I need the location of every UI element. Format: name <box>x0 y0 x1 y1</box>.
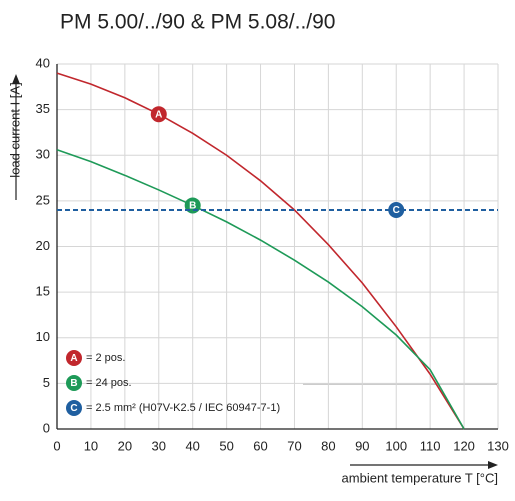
y-tick-label: 5 <box>43 375 50 390</box>
x-tick-label: 90 <box>355 438 369 453</box>
series-line <box>56 149 465 430</box>
x-tick-label: 100 <box>385 438 407 453</box>
x-tick-label: 70 <box>287 438 301 453</box>
y-arrow-head <box>12 74 20 84</box>
x-tick-label: 40 <box>185 438 199 453</box>
x-arrow-head <box>488 461 498 469</box>
x-tick-label: 20 <box>118 438 132 453</box>
x-tick-label: 30 <box>152 438 166 453</box>
x-tick-label: 80 <box>321 438 335 453</box>
y-tick-label: 10 <box>36 329 50 344</box>
y-axis-label: load current I [A] <box>7 82 22 177</box>
curve-marker: C <box>388 202 405 218</box>
curve-marker-text: C <box>393 205 400 216</box>
legend-marker: B <box>66 375 82 391</box>
legend-marker: A <box>66 350 82 366</box>
legend-marker: C <box>66 400 82 416</box>
x-tick-label: 60 <box>253 438 267 453</box>
legend-marker-text: C <box>70 403 77 414</box>
y-tick-label: 25 <box>36 192 50 207</box>
y-tick-label: 30 <box>36 147 50 162</box>
legend-marker-text: A <box>70 353 77 364</box>
series-line <box>56 72 465 430</box>
legend-marker-circle <box>66 375 82 391</box>
y-tick-label: 15 <box>36 284 50 299</box>
y-tick-label: 40 <box>36 55 50 70</box>
legend-marker-text: B <box>70 378 77 389</box>
legend-marker-circle <box>66 350 82 366</box>
curve-marker: B <box>184 197 201 214</box>
y-tick-label: 35 <box>36 101 50 116</box>
curve-marker-text: A <box>155 109 162 120</box>
chart-title: PM 5.00/../90 & PM 5.08/../90 <box>60 11 335 34</box>
x-tick-label: 50 <box>219 438 233 453</box>
curve-marker-circle <box>150 106 167 123</box>
legend-label: = 24 pos. <box>86 377 132 389</box>
legend-label: = 2.5 mm² (H07V-K2.5 / IEC 60947-7-1) <box>86 402 280 414</box>
x-tick-label: 0 <box>53 438 60 453</box>
y-tick-label: 20 <box>36 238 50 253</box>
x-tick-label: 130 <box>487 438 509 453</box>
curve-marker-circle <box>388 202 405 218</box>
x-tick-label: 120 <box>453 438 475 453</box>
legend-marker-circle <box>66 400 82 416</box>
x-axis-label: ambient temperature T [°C] <box>342 470 498 485</box>
x-tick-label: 10 <box>84 438 98 453</box>
x-tick-label: 110 <box>420 438 441 453</box>
curve-marker: A <box>150 106 167 123</box>
y-tick-label: 0 <box>43 420 50 435</box>
curve-marker-text: B <box>189 201 196 212</box>
legend-label: = 2 pos. <box>86 352 125 364</box>
